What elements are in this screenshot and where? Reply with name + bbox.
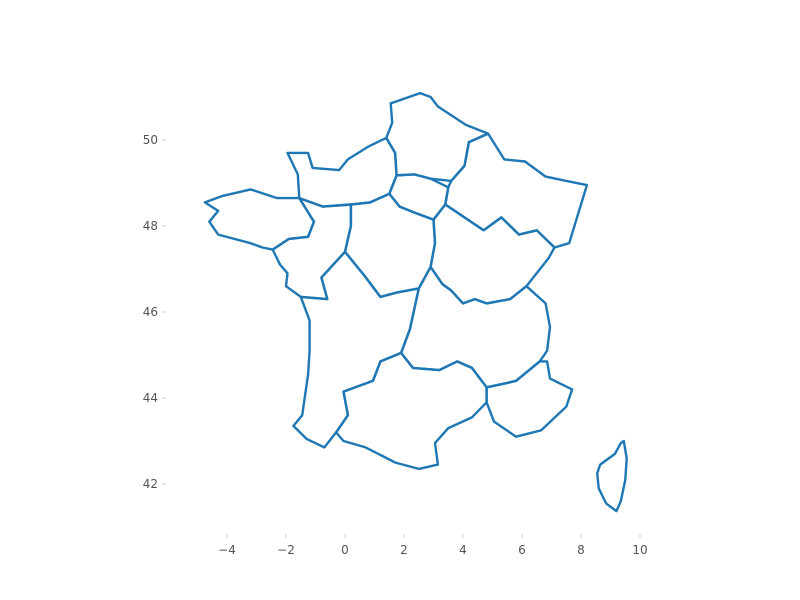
region-pays-de-la-loire (271, 196, 353, 301)
x-axis: −4 −2 0 2 4 6 8 10 (218, 534, 648, 557)
y-tick-label: 46 (143, 305, 158, 319)
x-tick-label: −4 (218, 543, 236, 557)
region-bretagne (203, 188, 316, 251)
region-occitanie (334, 351, 488, 471)
x-tick-label: 0 (341, 543, 349, 557)
x-tick-label: 6 (518, 543, 526, 557)
region-nouvelle-aquitaine (292, 250, 420, 449)
x-tick-label: 8 (577, 543, 585, 557)
y-axis: 42 44 46 48 50 (143, 133, 166, 491)
x-tick-label: 4 (459, 543, 467, 557)
region-provence-alpes-cote-dazur (485, 360, 574, 438)
x-tick-label: 10 (632, 543, 647, 557)
x-tick-label: 2 (400, 543, 408, 557)
y-tick-label: 42 (143, 477, 158, 491)
y-tick-label: 48 (143, 219, 158, 233)
regions-layer (203, 91, 628, 513)
y-tick-label: 50 (143, 133, 158, 147)
region-corse (596, 439, 628, 513)
y-tick-label: 44 (143, 391, 158, 405)
region-normandie (286, 136, 398, 208)
region-hauts-de-france (385, 91, 490, 183)
x-tick-label: −2 (277, 543, 295, 557)
